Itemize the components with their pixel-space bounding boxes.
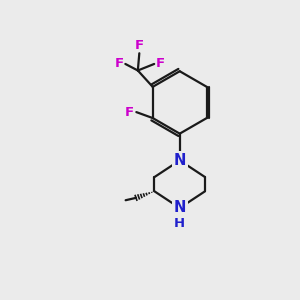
Text: F: F [115, 58, 124, 70]
Text: F: F [135, 39, 144, 52]
Text: F: F [156, 58, 165, 70]
Text: N: N [173, 200, 186, 215]
Text: N: N [173, 153, 186, 168]
Text: F: F [125, 106, 134, 118]
Text: H: H [174, 218, 185, 230]
